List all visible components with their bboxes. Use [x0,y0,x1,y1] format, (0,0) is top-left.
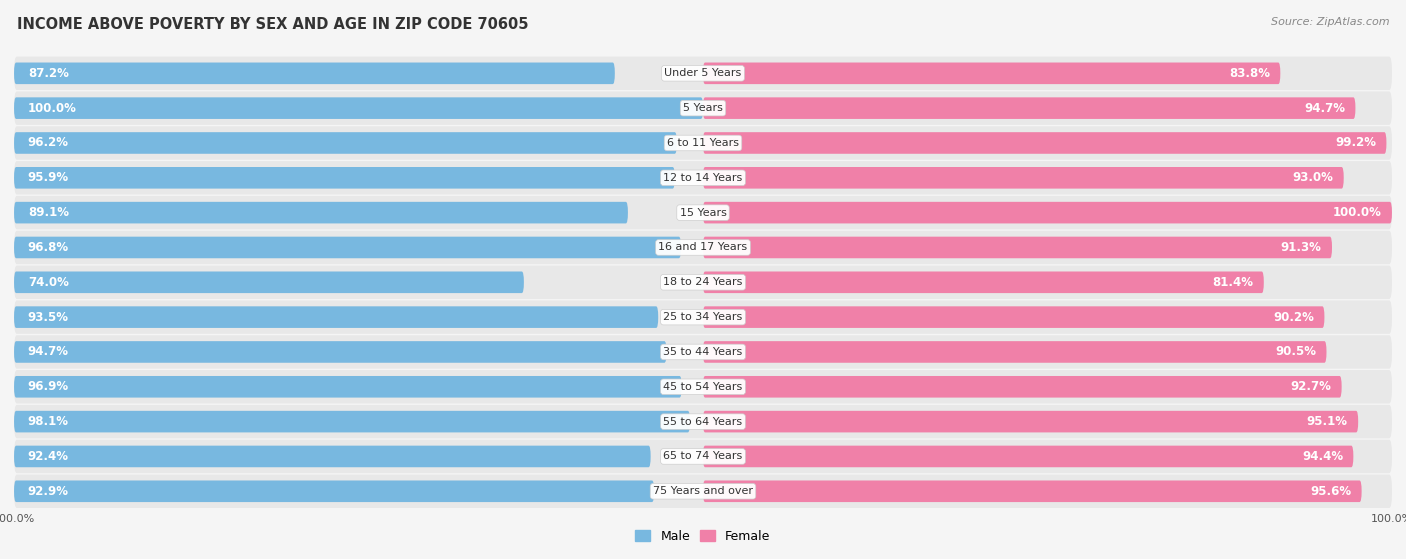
Text: 98.1%: 98.1% [28,415,69,428]
Text: INCOME ABOVE POVERTY BY SEX AND AGE IN ZIP CODE 70605: INCOME ABOVE POVERTY BY SEX AND AGE IN Z… [17,17,529,32]
FancyBboxPatch shape [14,341,666,363]
FancyBboxPatch shape [14,97,703,119]
FancyBboxPatch shape [703,202,1392,224]
Text: 100.0%: 100.0% [28,102,77,115]
Text: 81.4%: 81.4% [1212,276,1254,289]
Text: Source: ZipAtlas.com: Source: ZipAtlas.com [1271,17,1389,27]
Text: 45 to 54 Years: 45 to 54 Years [664,382,742,392]
Text: 35 to 44 Years: 35 to 44 Years [664,347,742,357]
Text: 95.6%: 95.6% [1310,485,1351,498]
FancyBboxPatch shape [703,236,1331,258]
FancyBboxPatch shape [14,126,1392,160]
FancyBboxPatch shape [703,272,1264,293]
Text: 100.0%: 100.0% [1333,206,1382,219]
Text: 91.3%: 91.3% [1281,241,1322,254]
FancyBboxPatch shape [703,376,1341,397]
FancyBboxPatch shape [14,266,1392,299]
FancyBboxPatch shape [14,335,1392,369]
Legend: Male, Female: Male, Female [630,525,776,548]
FancyBboxPatch shape [703,481,1361,502]
Text: 65 to 74 Years: 65 to 74 Years [664,452,742,461]
FancyBboxPatch shape [14,236,681,258]
FancyBboxPatch shape [703,411,1358,433]
FancyBboxPatch shape [703,341,1326,363]
FancyBboxPatch shape [14,63,614,84]
Text: Under 5 Years: Under 5 Years [665,68,741,78]
FancyBboxPatch shape [14,196,1392,229]
Text: 94.4%: 94.4% [1302,450,1343,463]
FancyBboxPatch shape [14,272,524,293]
Text: 74.0%: 74.0% [28,276,69,289]
Text: 96.8%: 96.8% [28,241,69,254]
FancyBboxPatch shape [703,63,1281,84]
FancyBboxPatch shape [14,405,1392,438]
Text: 99.2%: 99.2% [1336,136,1376,149]
FancyBboxPatch shape [14,167,675,188]
Text: 15 Years: 15 Years [679,207,727,217]
FancyBboxPatch shape [14,481,654,502]
FancyBboxPatch shape [14,161,1392,195]
FancyBboxPatch shape [703,97,1355,119]
Text: 95.1%: 95.1% [1306,415,1348,428]
FancyBboxPatch shape [703,306,1324,328]
Text: 96.9%: 96.9% [28,380,69,394]
FancyBboxPatch shape [14,56,1392,90]
FancyBboxPatch shape [703,167,1344,188]
FancyBboxPatch shape [14,446,651,467]
Text: 92.9%: 92.9% [28,485,69,498]
FancyBboxPatch shape [14,440,1392,473]
Text: 96.2%: 96.2% [28,136,69,149]
FancyBboxPatch shape [14,300,1392,334]
FancyBboxPatch shape [14,92,1392,125]
FancyBboxPatch shape [703,446,1354,467]
Text: 18 to 24 Years: 18 to 24 Years [664,277,742,287]
Text: 25 to 34 Years: 25 to 34 Years [664,312,742,322]
FancyBboxPatch shape [14,306,658,328]
Text: 83.8%: 83.8% [1229,67,1270,80]
Text: 16 and 17 Years: 16 and 17 Years [658,243,748,253]
Text: 12 to 14 Years: 12 to 14 Years [664,173,742,183]
Text: 87.2%: 87.2% [28,67,69,80]
Text: 93.0%: 93.0% [1292,171,1333,184]
FancyBboxPatch shape [14,370,1392,404]
Text: 94.7%: 94.7% [1305,102,1346,115]
Text: 5 Years: 5 Years [683,103,723,113]
FancyBboxPatch shape [14,376,682,397]
FancyBboxPatch shape [14,475,1392,508]
Text: 90.5%: 90.5% [1275,345,1316,358]
Text: 55 to 64 Years: 55 to 64 Years [664,416,742,427]
Text: 75 Years and over: 75 Years and over [652,486,754,496]
Text: 95.9%: 95.9% [28,171,69,184]
FancyBboxPatch shape [14,202,628,224]
Text: 93.5%: 93.5% [28,311,69,324]
Text: 94.7%: 94.7% [28,345,69,358]
Text: 92.4%: 92.4% [28,450,69,463]
Text: 89.1%: 89.1% [28,206,69,219]
FancyBboxPatch shape [14,411,690,433]
FancyBboxPatch shape [703,132,1386,154]
FancyBboxPatch shape [14,132,676,154]
Text: 90.2%: 90.2% [1274,311,1315,324]
FancyBboxPatch shape [14,231,1392,264]
Text: 6 to 11 Years: 6 to 11 Years [666,138,740,148]
Text: 92.7%: 92.7% [1291,380,1331,394]
